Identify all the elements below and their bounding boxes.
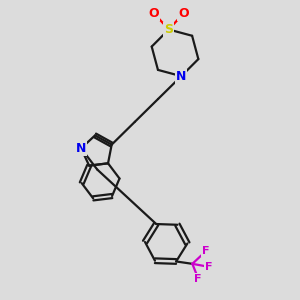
Text: F: F (194, 274, 202, 284)
Text: F: F (202, 247, 209, 256)
Text: O: O (178, 7, 189, 20)
Text: O: O (149, 7, 159, 20)
Text: N: N (76, 142, 86, 155)
Text: N: N (176, 70, 187, 83)
Text: S: S (164, 23, 173, 36)
Text: F: F (205, 262, 212, 272)
